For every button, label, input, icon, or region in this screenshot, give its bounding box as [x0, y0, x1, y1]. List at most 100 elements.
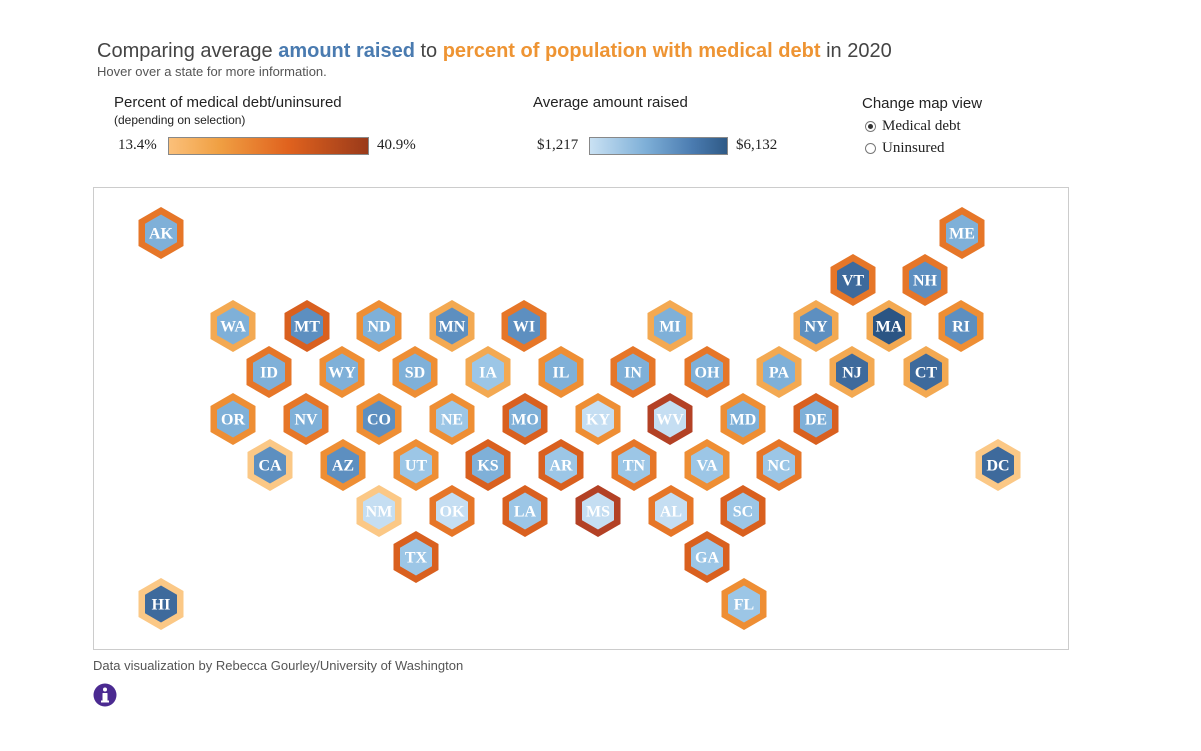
state-nj[interactable]: NJ: [829, 346, 875, 398]
state-ne[interactable]: NE: [429, 393, 475, 445]
state-nc[interactable]: NC: [756, 439, 802, 491]
state-az[interactable]: AZ: [320, 439, 366, 491]
state-mo[interactable]: MO: [502, 393, 548, 445]
state-label: OH: [695, 365, 720, 382]
state-fill: [910, 353, 942, 391]
state-vt[interactable]: VT: [830, 254, 876, 306]
state-ct[interactable]: CT: [903, 346, 949, 398]
state-mi[interactable]: MI: [647, 300, 693, 352]
state-nm[interactable]: NM: [356, 485, 402, 537]
state-fill: [436, 307, 468, 345]
state-fill: [982, 446, 1014, 484]
state-label: NE: [441, 412, 463, 429]
state-wv[interactable]: WV: [647, 393, 693, 445]
state-fill: [436, 492, 468, 530]
subtitle: Hover over a state for more information.: [97, 64, 327, 79]
state-label: NC: [767, 458, 790, 475]
state-in[interactable]: IN: [610, 346, 656, 398]
state-ut[interactable]: UT: [393, 439, 439, 491]
state-fill: [582, 400, 614, 438]
state-nd[interactable]: ND: [356, 300, 402, 352]
raised-legend-title: Average amount raised: [533, 94, 688, 111]
state-tx[interactable]: TX: [393, 531, 439, 583]
state-label: AZ: [332, 458, 354, 475]
state-dc[interactable]: DC: [975, 439, 1021, 491]
state-label: VT: [842, 273, 865, 290]
radio-medical-debt[interactable]: Medical debt: [865, 118, 961, 135]
state-sc[interactable]: SC: [720, 485, 766, 537]
state-co[interactable]: CO: [356, 393, 402, 445]
state-ok[interactable]: OK: [429, 485, 475, 537]
info-icon[interactable]: [93, 683, 117, 707]
state-md[interactable]: MD: [720, 393, 766, 445]
state-me[interactable]: ME: [939, 207, 985, 259]
state-fl[interactable]: FL: [721, 578, 767, 630]
debt-legend-max: 40.9%: [377, 137, 416, 153]
state-label: WA: [220, 319, 246, 336]
state-label: AR: [549, 458, 573, 475]
state-tn[interactable]: TN: [611, 439, 657, 491]
state-ar[interactable]: AR: [538, 439, 584, 491]
state-fill: [217, 307, 249, 345]
state-label: WY: [328, 365, 356, 382]
state-ca[interactable]: CA: [247, 439, 293, 491]
state-de[interactable]: DE: [793, 393, 839, 445]
state-fill: [617, 353, 649, 391]
state-ga[interactable]: GA: [684, 531, 730, 583]
state-label: IA: [479, 365, 497, 382]
state-fill: [508, 307, 540, 345]
state-mn[interactable]: MN: [429, 300, 475, 352]
debt-legend-min: 13.4%: [118, 137, 157, 153]
state-nv[interactable]: NV: [283, 393, 329, 445]
state-fill: [436, 400, 468, 438]
state-wa[interactable]: WA: [210, 300, 256, 352]
state-ri[interactable]: RI: [938, 300, 984, 352]
state-il[interactable]: IL: [538, 346, 584, 398]
state-al[interactable]: AL: [648, 485, 694, 537]
state-hi[interactable]: HI: [138, 578, 184, 630]
state-id[interactable]: ID: [246, 346, 292, 398]
state-fill: [727, 492, 759, 530]
state-label: WI: [513, 319, 535, 336]
state-pa[interactable]: PA: [756, 346, 802, 398]
radio-button[interactable]: [865, 143, 876, 154]
state-label: SD: [405, 365, 425, 382]
state-fill: [691, 353, 723, 391]
state-label: UT: [405, 458, 428, 475]
hex-map-frame: [93, 187, 1069, 650]
state-or[interactable]: OR: [210, 393, 256, 445]
state-fill: [327, 446, 359, 484]
state-label: VA: [696, 458, 717, 475]
state-wy[interactable]: WY: [319, 346, 365, 398]
state-ia[interactable]: IA: [465, 346, 511, 398]
state-label: TX: [405, 550, 428, 567]
state-ny[interactable]: NY: [793, 300, 839, 352]
state-label: LA: [514, 504, 537, 521]
state-mt[interactable]: MT: [284, 300, 330, 352]
state-va[interactable]: VA: [684, 439, 730, 491]
radio-uninsured[interactable]: Uninsured: [865, 140, 945, 157]
raised-color-scale: [589, 137, 728, 155]
state-ms[interactable]: MS: [575, 485, 621, 537]
state-la[interactable]: LA: [502, 485, 548, 537]
state-label: NJ: [842, 365, 862, 382]
radio-button-selected[interactable]: [865, 121, 876, 132]
state-ks[interactable]: KS: [465, 439, 511, 491]
state-label: ND: [367, 319, 390, 336]
state-ak[interactable]: AK: [138, 207, 184, 259]
state-oh[interactable]: OH: [684, 346, 730, 398]
state-fill: [145, 585, 177, 623]
state-fill: [763, 446, 795, 484]
state-label: FL: [734, 597, 754, 614]
state-ma[interactable]: MA: [866, 300, 912, 352]
title-medical-debt: percent of population with medical debt: [442, 40, 821, 62]
state-fill: [363, 400, 395, 438]
state-nh[interactable]: NH: [902, 254, 948, 306]
state-sd[interactable]: SD: [392, 346, 438, 398]
state-label: SC: [733, 504, 753, 521]
state-ky[interactable]: KY: [575, 393, 621, 445]
state-label: CO: [367, 412, 391, 429]
state-wi[interactable]: WI: [501, 300, 547, 352]
debt-color-scale: [168, 137, 369, 155]
